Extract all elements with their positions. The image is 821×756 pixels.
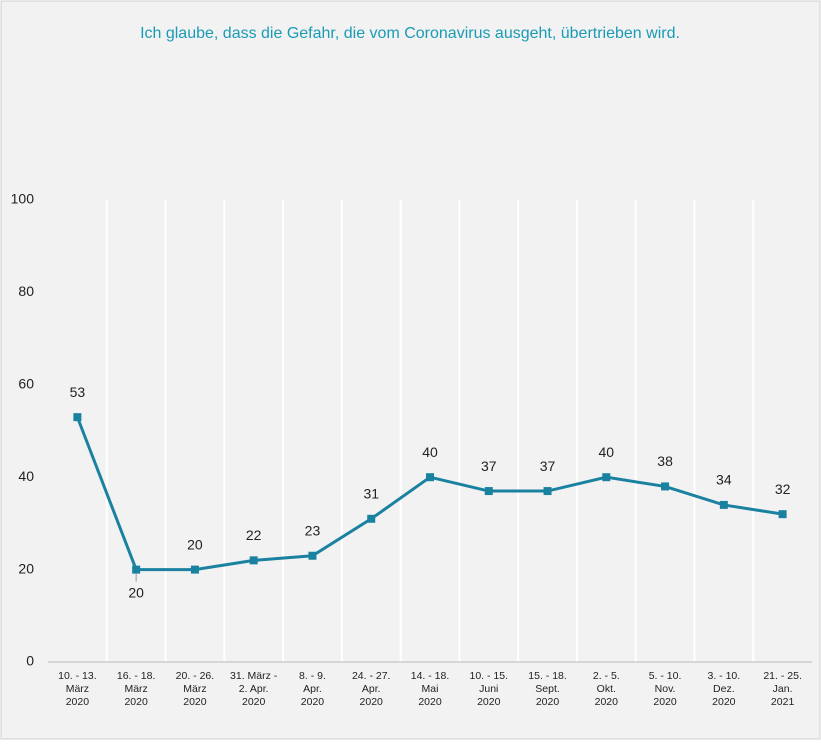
data-label: 22 (246, 527, 262, 543)
x-tick-label: 3. - 10. Dez. 2020 (707, 670, 741, 708)
x-tick-label: 14. - 18. Mai 2020 (410, 670, 450, 708)
x-tick-label: 8. - 9. Apr. 2020 (299, 670, 326, 708)
data-label: 40 (422, 444, 438, 460)
x-tick-label: 10. - 13. März 2020 (58, 670, 97, 708)
y-tick-label: 20 (18, 560, 34, 576)
marker (308, 551, 317, 560)
data-label: 37 (481, 458, 497, 474)
marker (484, 487, 493, 496)
y-tick-label: 60 (18, 376, 34, 392)
marker (367, 514, 376, 523)
marker (778, 510, 787, 519)
marker (661, 482, 670, 491)
x-tick-label: 15. - 18. Sept. 2020 (528, 670, 567, 708)
marker (426, 473, 434, 482)
data-label: 53 (70, 384, 86, 400)
x-tick-label: 31. März - 2. Apr. 2020 (230, 670, 278, 708)
data-label: 34 (716, 472, 732, 488)
marker (73, 413, 82, 422)
marker (602, 473, 611, 482)
data-label: 20 (128, 584, 144, 600)
y-tick-label: 40 (18, 468, 34, 484)
x-tick-label: 5. - 10. Nov. 2020 (648, 670, 682, 708)
marker (190, 565, 199, 574)
y-tick-label: 0 (26, 653, 34, 669)
marker (132, 565, 141, 574)
data-label: 23 (305, 522, 321, 538)
data-label: 40 (599, 444, 615, 460)
y-tick-label: 80 (18, 283, 34, 299)
marker (543, 487, 552, 496)
data-label: 38 (657, 453, 673, 469)
chart-title: Ich glaube, dass die Gefahr, die vom Cor… (140, 25, 680, 42)
chart-background (0, 0, 821, 740)
marker (249, 556, 258, 565)
data-label: 37 (540, 458, 556, 474)
x-tick-label: 2. - 5. Okt. 2020 (592, 670, 620, 708)
x-tick-label: 20. - 26. März 2020 (175, 670, 215, 708)
x-tick-label: 10. - 15. Juni 2020 (469, 670, 509, 708)
data-label: 31 (363, 485, 379, 501)
data-label: 20 (187, 536, 203, 552)
x-tick-label: 16. - 18. März 2020 (116, 670, 156, 708)
x-tick-label: 21. - 25. Jan. 2021 (763, 670, 802, 708)
y-tick-label: 100 (11, 191, 35, 207)
marker (719, 500, 728, 509)
x-tick-label: 24. - 27. Apr. 2020 (351, 670, 391, 708)
data-label: 32 (775, 481, 791, 497)
